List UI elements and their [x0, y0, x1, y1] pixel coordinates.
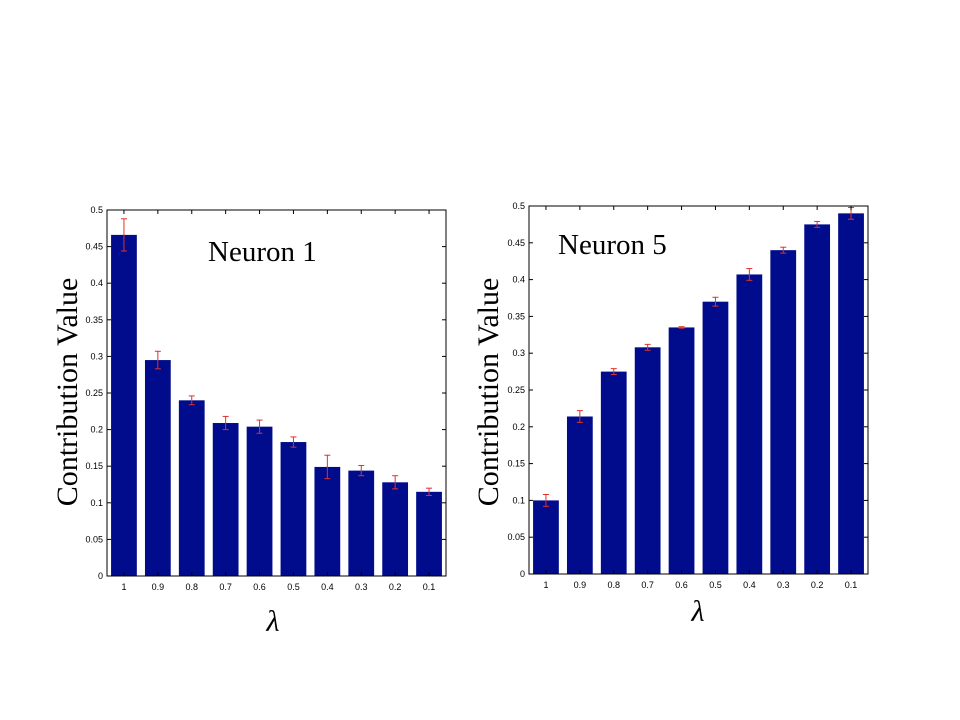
x-tick-label: 0.9 [574, 580, 587, 590]
error-bar [712, 296, 719, 307]
chart-title: Neuron 5 [558, 229, 667, 261]
y-tick-label: 0.2 [512, 422, 525, 432]
error-bar [256, 419, 263, 434]
bar [314, 466, 341, 576]
x-tick-label: 1 [543, 580, 548, 590]
x-tick-label: 0.2 [811, 580, 824, 590]
x-tick-label: 0.3 [355, 582, 368, 592]
chart-title: Neuron 1 [208, 236, 317, 268]
bar [212, 423, 239, 576]
x-tick-label: 0.3 [777, 580, 790, 590]
bar [634, 347, 661, 574]
y-axis-label: Contribution Value [51, 278, 84, 507]
x-axis-label: λ [691, 595, 705, 628]
y-tick-label: 0.2 [90, 425, 103, 435]
bar [838, 213, 864, 575]
y-tick-label: 0.5 [90, 205, 103, 215]
x-tick-label: 0.8 [607, 580, 620, 590]
x-tick-label: 0.1 [423, 582, 436, 592]
y-tick-label: 0.5 [512, 201, 525, 211]
x-tick-label: 0.7 [641, 580, 654, 590]
bar [533, 500, 559, 574]
y-tick-label: 0.45 [85, 242, 103, 252]
x-tick-label: 0.6 [675, 580, 688, 590]
x-tick-label: 0.8 [185, 582, 198, 592]
error-bar [678, 326, 685, 329]
error-bar [644, 343, 651, 351]
x-tick-label: 0.5 [287, 582, 300, 592]
bar [770, 250, 797, 574]
error-bar [290, 436, 297, 448]
y-tick-label: 0.25 [85, 388, 103, 398]
error-bar [542, 494, 549, 507]
bar [280, 442, 307, 576]
bar [702, 301, 729, 574]
y-tick-label: 0 [98, 571, 103, 581]
x-tick-label: 0.5 [709, 580, 722, 590]
error-bar [188, 395, 195, 406]
y-tick-label: 0.4 [512, 275, 525, 285]
x-tick-label: 0.1 [845, 580, 858, 590]
error-bar [814, 220, 821, 228]
x-tick-label: 0.4 [321, 582, 334, 592]
y-tick-label: 0.05 [507, 532, 525, 542]
chart-panel-neuron-5: Contribution Value Neuron 5 λ 0 0.05 0.1 0.… [472, 201, 869, 628]
bar [246, 426, 273, 576]
error-bar [222, 415, 229, 431]
error-bar [154, 350, 161, 370]
bar [566, 416, 593, 574]
y-tick-label: 0.25 [507, 385, 525, 395]
y-tick-label: 0.35 [507, 311, 525, 321]
bar [736, 274, 763, 574]
x-tick-label: 0.4 [743, 580, 756, 590]
y-tick-label: 0.3 [90, 351, 103, 361]
y-tick-label: 0 [520, 569, 525, 579]
error-bar [358, 464, 365, 477]
bar [144, 360, 171, 576]
y-tick-label: 0.45 [507, 238, 525, 248]
error-bar [392, 475, 399, 490]
bar [382, 482, 409, 576]
bar [416, 491, 442, 576]
y-tick-label: 0.15 [85, 461, 103, 471]
error-bar [426, 487, 433, 496]
y-tick-label: 0.05 [85, 534, 103, 544]
x-tick-label: 0.9 [152, 582, 165, 592]
x-tick-label: 0.2 [389, 582, 402, 592]
bar [348, 470, 375, 576]
error-bar [324, 454, 331, 480]
x-tick-label: 0.6 [253, 582, 266, 592]
x-tick-label: 1 [121, 582, 126, 592]
y-tick-label: 0.1 [512, 495, 525, 505]
x-axis-label: λ [266, 605, 280, 638]
y-tick-label: 0.35 [85, 315, 103, 325]
error-bar [576, 410, 583, 423]
x-tick-label: 0.7 [219, 582, 232, 592]
error-bar [610, 368, 617, 376]
error-bar [746, 268, 753, 281]
bar [804, 224, 831, 574]
y-tick-label: 0.1 [90, 498, 103, 508]
y-axis-label: Contribution Value [472, 278, 505, 507]
error-bar [120, 218, 127, 252]
bar [178, 400, 205, 576]
bar [668, 327, 695, 574]
bar [111, 234, 137, 576]
y-tick-label: 0.3 [512, 348, 525, 358]
bar [600, 371, 627, 574]
y-tick-label: 0.15 [507, 459, 525, 469]
error-bar [780, 246, 787, 254]
chart-panel-neuron-1: Contribution Value Neuron 1 λ 0 0.05 0.1 0.… [51, 205, 447, 638]
y-tick-label: 0.4 [90, 278, 103, 288]
